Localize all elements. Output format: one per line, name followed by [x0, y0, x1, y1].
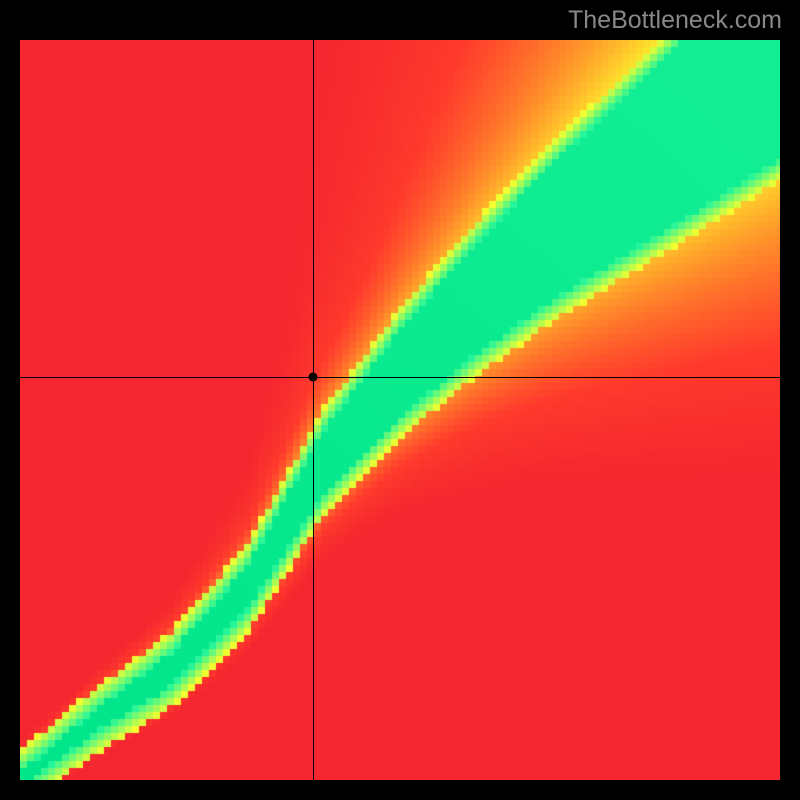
- crosshair-horizontal: [20, 377, 780, 378]
- crosshair-vertical: [313, 40, 314, 780]
- heatmap-canvas: [20, 40, 780, 780]
- watermark-text: TheBottleneck.com: [568, 6, 782, 35]
- chart-frame: TheBottleneck.com: [0, 0, 800, 800]
- marker-dot: [308, 372, 317, 381]
- plot-area: [20, 40, 780, 780]
